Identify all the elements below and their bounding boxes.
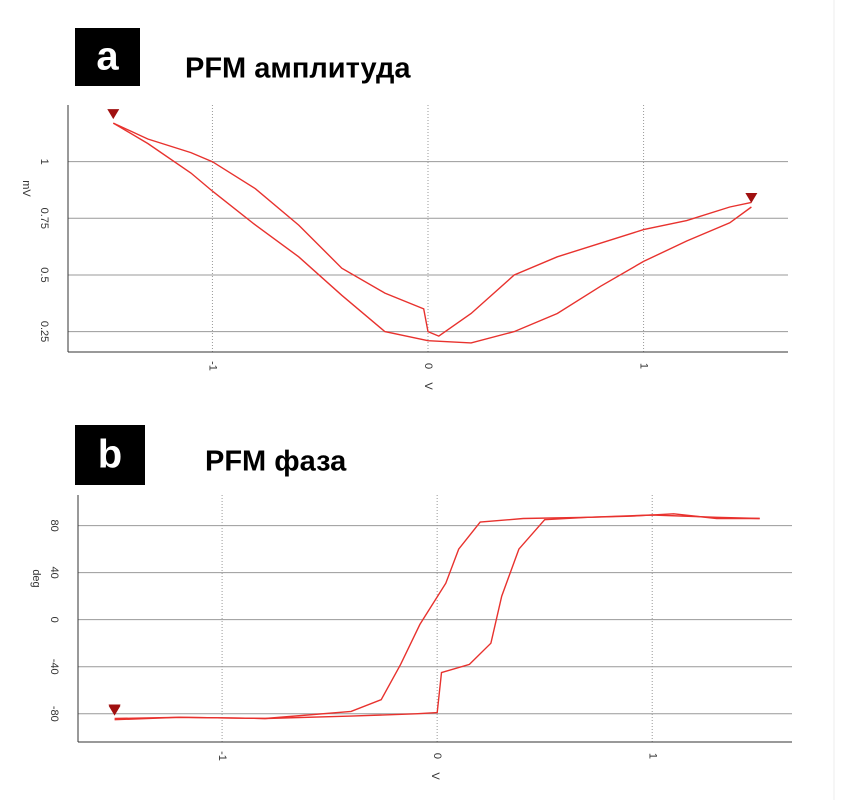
x-axis-label: V [422, 382, 434, 390]
x-axis-label: V [429, 772, 441, 780]
data-line [114, 514, 760, 721]
y-tick-label: 0.25 [38, 321, 50, 342]
x-tick-label: 1 [646, 753, 658, 759]
data-line [112, 122, 752, 344]
y-tick-label: 40 [48, 567, 60, 579]
data-line [113, 122, 752, 337]
y-axis-label: deg [30, 569, 42, 587]
end-marker [745, 192, 758, 203]
chart-title: PFM амплитуда [185, 53, 411, 85]
end-marker [107, 109, 120, 120]
y-tick-label: -40 [48, 659, 60, 675]
x-tick-label: 0 [422, 363, 434, 369]
x-tick-label: 1 [638, 363, 650, 369]
y-tick-label: 1 [38, 159, 50, 165]
panel-label: b [98, 433, 122, 477]
x-tick-label: 0 [431, 753, 443, 759]
panel-box [75, 28, 140, 86]
panel-label: a [96, 35, 119, 79]
y-tick-label: 0.75 [38, 208, 50, 229]
y-tick-label: 0 [48, 617, 60, 623]
y-tick-label: 80 [48, 519, 60, 531]
panel-box [75, 425, 145, 485]
y-tick-label: 0.5 [38, 267, 50, 282]
x-tick-label: -1 [216, 751, 228, 761]
y-axis-label: mV [20, 180, 32, 197]
chart-title: PFM фаза [205, 446, 347, 478]
y-tick-label: -80 [48, 706, 60, 722]
end-marker [108, 705, 121, 716]
x-tick-label: -1 [207, 361, 219, 371]
